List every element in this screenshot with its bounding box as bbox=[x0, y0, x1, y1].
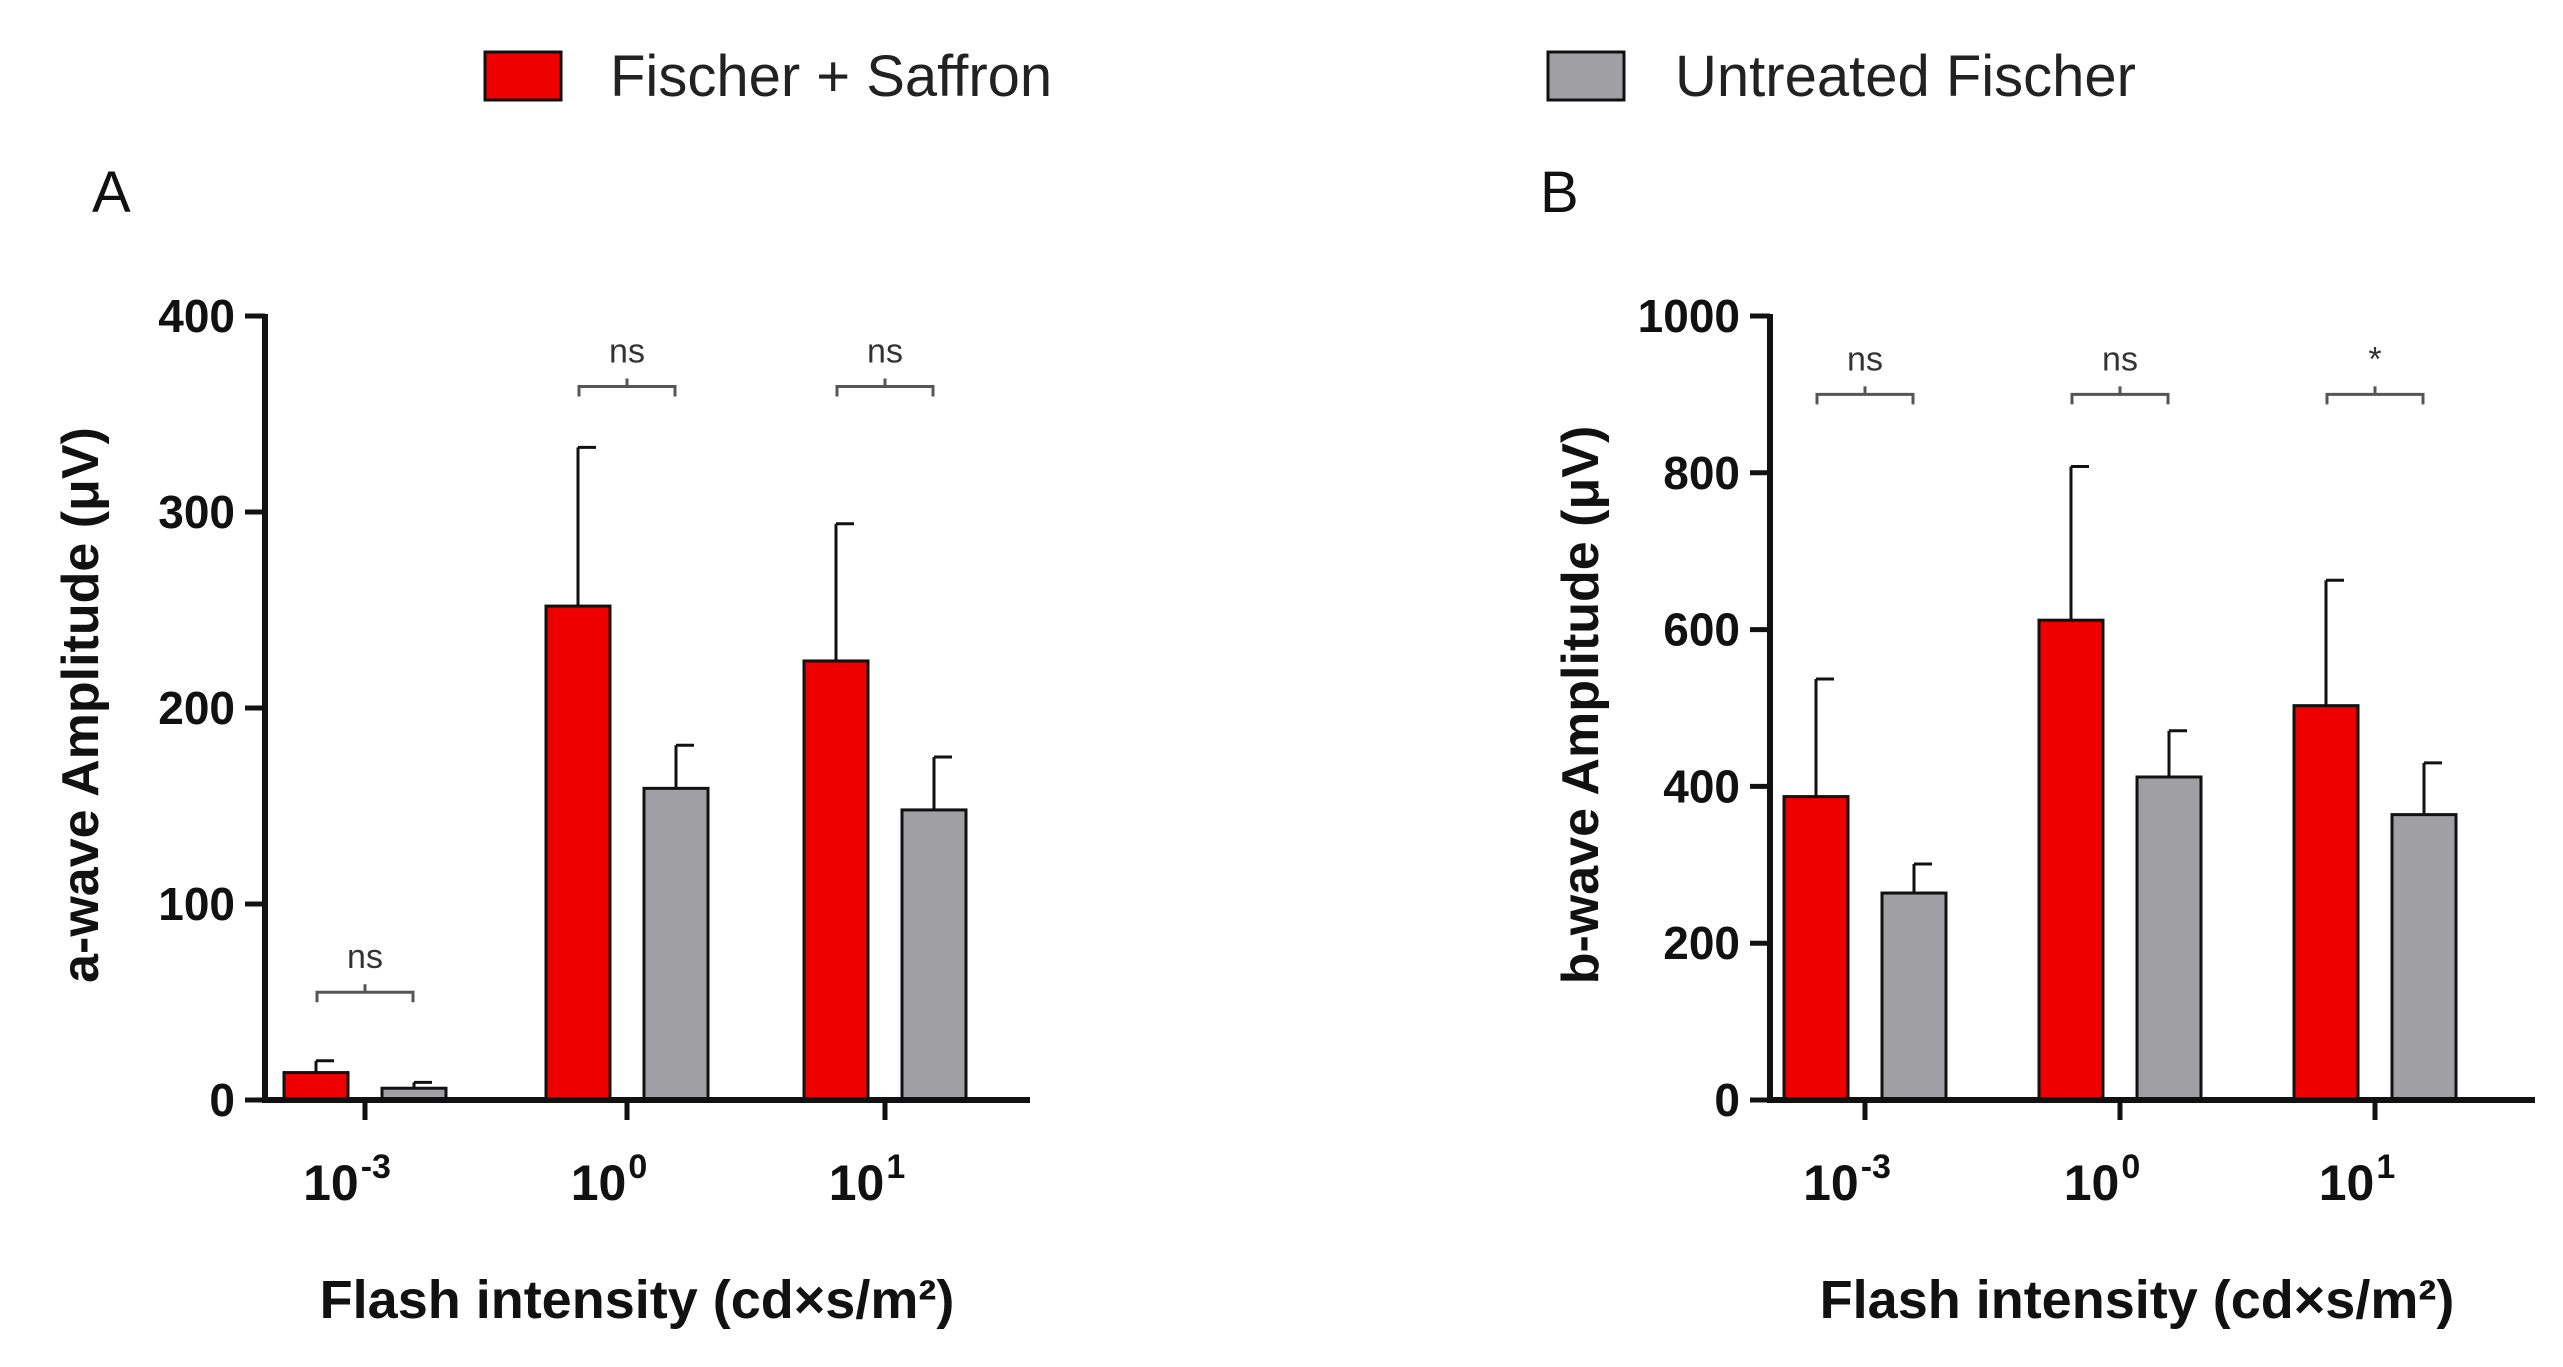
panel-b-bar-untreated bbox=[1880, 891, 1948, 1102]
panel-b-y-tick-label: 1000 bbox=[1638, 290, 1740, 342]
panel-a-x-tick-label: 100 bbox=[571, 1148, 648, 1211]
panel-a-y-tick-label: 100 bbox=[158, 878, 235, 930]
panel-a-x-axis-title: Flash intensity (cd×s/m²) bbox=[320, 1270, 955, 1330]
panel-b-x-tick-label: 10-3 bbox=[1803, 1148, 1891, 1211]
panel-b-significance-bracket bbox=[2070, 386, 2170, 405]
panel-a-y-tick-label: 300 bbox=[158, 486, 235, 538]
panel-b-y-tick-label: 400 bbox=[1663, 760, 1740, 812]
panel-b-y-tick-label: 800 bbox=[1663, 447, 1740, 499]
legend-label-untreated: Untreated Fischer bbox=[1675, 44, 2136, 109]
panel-a-y-tick-label: 200 bbox=[158, 682, 235, 734]
panel-b-bar-saffron bbox=[2292, 704, 2360, 1102]
panel-a-y-axis-title: a-wave Amplitude (μV) bbox=[52, 427, 110, 983]
panel-b-x-tick-label: 101 bbox=[2319, 1148, 2396, 1211]
panel-a-y-tick-label: 400 bbox=[158, 290, 235, 342]
panel-a-bar-untreated bbox=[642, 786, 710, 1102]
legend-swatch-saffron bbox=[483, 50, 563, 102]
panel-b-bar-saffron bbox=[2037, 618, 2105, 1102]
panel-b-y-axis-title: b-wave Amplitude (μV) bbox=[1552, 426, 1610, 985]
panel-a-bar-saffron bbox=[282, 1071, 350, 1102]
panel-b-x-tick-label: 100 bbox=[2064, 1148, 2141, 1211]
panel-a-significance-label: ns bbox=[347, 938, 383, 976]
panel-a-significance-label: ns bbox=[609, 333, 645, 371]
panel-b-y-tick-label: 600 bbox=[1663, 604, 1740, 656]
panel-b-bar-saffron bbox=[1782, 795, 1850, 1102]
panel-b-bar-untreated bbox=[2390, 813, 2458, 1102]
panel-a: A a-wave Amplitude (μV) Flash intensity … bbox=[52, 160, 1030, 1330]
panel-a-bar-saffron bbox=[544, 604, 612, 1102]
legend-label-saffron: Fischer + Saffron bbox=[610, 44, 1052, 109]
panel-b-x-axis-title: Flash intensity (cd×s/m²) bbox=[1820, 1270, 2455, 1330]
panel-a-significance-label: ns bbox=[867, 333, 903, 371]
panel-a-significance-bracket bbox=[835, 378, 935, 397]
legend-swatch-untreated bbox=[1546, 50, 1626, 102]
panel-b-significance-bracket bbox=[1815, 386, 1915, 405]
legend: Fischer + Saffron Untreated Fischer bbox=[483, 44, 2136, 109]
panel-b: B b-wave Amplitude (μV) Flash intensity … bbox=[1540, 160, 2535, 1330]
panel-b-significance-label: ns bbox=[1847, 340, 1883, 378]
panel-a-label: A bbox=[92, 160, 131, 225]
panel-b-label: B bbox=[1540, 160, 1579, 225]
panel-a-bar-saffron bbox=[802, 659, 870, 1102]
panel-b-bar-untreated bbox=[2135, 775, 2203, 1102]
panel-a-bar-untreated bbox=[900, 808, 968, 1102]
panel-b-significance-bracket bbox=[2325, 386, 2425, 405]
panel-a-plot: 0 100 200 300 400 10-3 100 101 ns ns ns bbox=[158, 290, 1030, 1211]
panel-b-y-tick-label: 200 bbox=[1663, 917, 1740, 969]
panel-b-significance-label: * bbox=[2368, 340, 2381, 378]
panel-a-x-tick-label: 101 bbox=[829, 1148, 906, 1211]
panel-a-x-tick-label: 10-3 bbox=[303, 1148, 391, 1211]
panel-a-significance-bracket bbox=[577, 378, 677, 397]
panel-a-y-tick-label: 0 bbox=[209, 1074, 235, 1126]
panel-a-significance-bracket bbox=[315, 984, 415, 1003]
panel-b-significance-label: ns bbox=[2102, 340, 2138, 378]
panel-b-plot: 0 200 400 600 800 1000 10-3 100 101 ns ns * bbox=[1638, 290, 2535, 1211]
panel-b-y-tick-label: 0 bbox=[1714, 1074, 1740, 1126]
